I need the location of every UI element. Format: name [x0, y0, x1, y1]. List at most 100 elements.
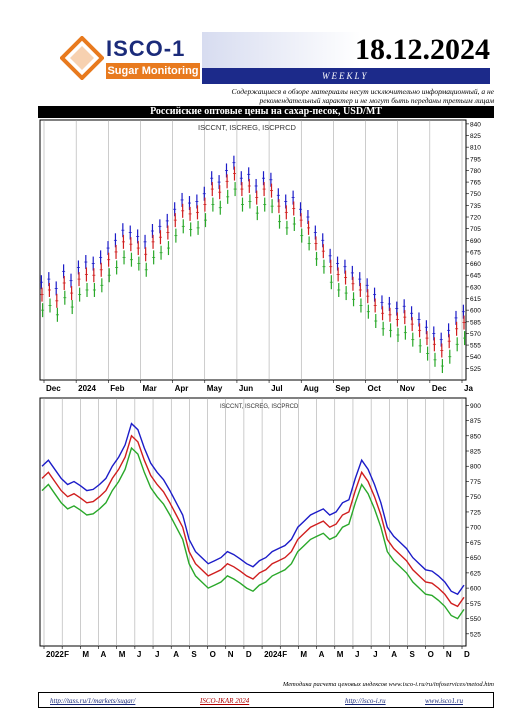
data-bar — [359, 298, 363, 313]
data-bar — [47, 282, 51, 297]
x-tick-label: F — [282, 650, 287, 659]
y-tick-label: 725 — [470, 509, 481, 516]
data-bar — [55, 307, 59, 322]
data-bar — [70, 300, 74, 315]
data-bar — [48, 298, 52, 313]
data-bar — [248, 194, 252, 209]
y-tick-label: 630 — [470, 284, 481, 291]
data-bar — [388, 307, 392, 322]
x-tick-label: A — [173, 650, 179, 659]
x-tick-label: F — [64, 650, 69, 659]
y-tick-label: 795 — [470, 156, 481, 163]
data-bar — [336, 267, 340, 282]
y-tick-label: 575 — [470, 601, 481, 608]
x-tick-label: J — [373, 650, 377, 659]
footer-link-isco[interactable]: http://isco-i.ru — [345, 697, 386, 705]
footer-link-tass[interactable]: http://tass.ru/1/markets/sugar/ — [50, 697, 136, 705]
data-bar — [270, 199, 274, 214]
footer-bar — [38, 692, 494, 708]
y-tick-label: 675 — [470, 249, 481, 256]
data-bar — [403, 310, 407, 325]
period-label: WEEKLY — [322, 71, 369, 81]
y-tick-label: 650 — [470, 555, 481, 562]
y-tick-label: 875 — [470, 418, 481, 425]
data-bar — [143, 234, 147, 249]
data-bar — [40, 287, 44, 302]
data-bar — [448, 349, 452, 364]
data-bar — [462, 315, 466, 330]
data-bar — [210, 182, 214, 197]
data-bar — [129, 237, 133, 252]
y-tick-label: 615 — [470, 296, 481, 303]
data-bar — [300, 228, 304, 243]
data-bar — [329, 259, 333, 274]
data-bar — [395, 312, 399, 327]
data-bar — [166, 225, 170, 240]
x-tick-label: Feb — [110, 384, 124, 393]
x-tick-label: Jun — [239, 384, 253, 393]
y-tick-label: 555 — [470, 343, 481, 350]
data-bar — [447, 334, 451, 349]
data-bar — [426, 346, 430, 361]
x-tick-label: 2024 — [264, 650, 282, 659]
data-bar — [76, 260, 80, 275]
data-bar — [78, 287, 82, 302]
y-tick-label: 525 — [470, 366, 481, 373]
y-tick-label: 750 — [470, 191, 481, 198]
data-bar — [181, 203, 185, 218]
data-bar — [381, 306, 385, 321]
data-bar — [115, 260, 119, 275]
data-bar — [352, 292, 356, 307]
data-bar — [262, 182, 266, 197]
data-bar — [144, 247, 148, 262]
data-bar — [351, 276, 355, 291]
y-tick-label: 800 — [470, 464, 481, 471]
data-bar — [151, 234, 155, 249]
data-bar — [152, 250, 156, 265]
data-bar — [218, 200, 222, 215]
chart-recent-prices: 525 540 555 570 585 600 615 630 645 660 675 690 705 7… — [39, 119, 481, 393]
x-tick-label: Oct — [368, 384, 382, 393]
x-tick-label: May — [207, 384, 223, 393]
data-bar — [107, 268, 111, 283]
series-line — [41, 446, 465, 620]
data-bar — [284, 205, 288, 220]
x-tick-label: N — [228, 650, 234, 659]
x-tick-label: Apr — [175, 384, 189, 393]
data-bar — [188, 206, 192, 221]
disclaimer: Содержащиеся в обзоре материалы несут ис… — [231, 87, 494, 105]
data-bar — [225, 174, 229, 189]
y-tick-label: 675 — [470, 540, 481, 547]
x-tick-label: M — [337, 650, 344, 659]
x-tick-label: S — [409, 650, 415, 659]
report-date: 18.12.2024 — [355, 33, 490, 66]
chart-legend: ISCCNT, ISCREG, ISCPRCD — [220, 404, 299, 410]
data-bar — [337, 282, 341, 297]
x-tick-label: Nov — [400, 384, 416, 393]
data-bar — [344, 270, 348, 285]
x-tick-label: M — [300, 650, 307, 659]
data-bar — [307, 236, 311, 251]
data-bar — [69, 273, 73, 288]
chart-long-term-prices: 525 550 575 600 625 650 675 700 725 750 775 800 825 8… — [39, 397, 481, 659]
data-bar — [136, 241, 140, 256]
section-title: Российские оптовые цены на сахар-песок, … — [150, 106, 382, 117]
footer-link-isco1[interactable]: www.isco1.ru — [425, 697, 463, 705]
data-bar — [240, 197, 244, 212]
data-bar — [432, 337, 436, 352]
data-bar — [418, 323, 422, 338]
y-tick-label: 775 — [470, 479, 481, 486]
x-tick-label: O — [428, 650, 434, 659]
data-bar — [358, 282, 362, 297]
data-bar — [107, 252, 111, 267]
data-bar — [114, 244, 118, 259]
data-bar — [70, 286, 74, 301]
x-tick-label: M — [119, 650, 126, 659]
data-bar — [270, 183, 274, 198]
x-tick-label: 2022 — [46, 650, 64, 659]
data-bar — [373, 298, 377, 313]
data-bar — [122, 250, 126, 265]
data-bar — [41, 303, 45, 318]
data-bar — [54, 281, 58, 296]
y-tick-label: 585 — [470, 319, 481, 326]
